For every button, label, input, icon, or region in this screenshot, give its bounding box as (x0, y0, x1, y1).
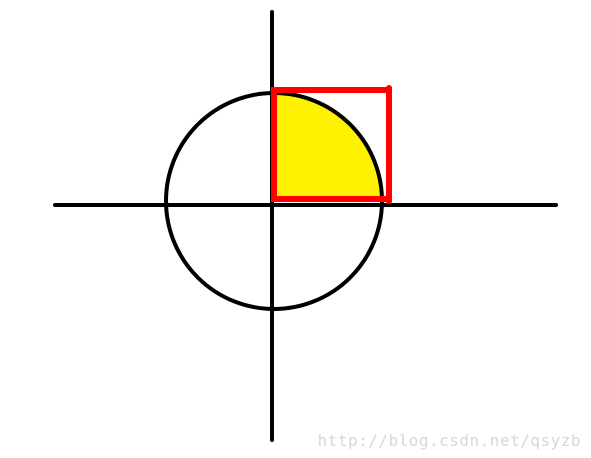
quarter-circle-fill (274, 93, 382, 201)
